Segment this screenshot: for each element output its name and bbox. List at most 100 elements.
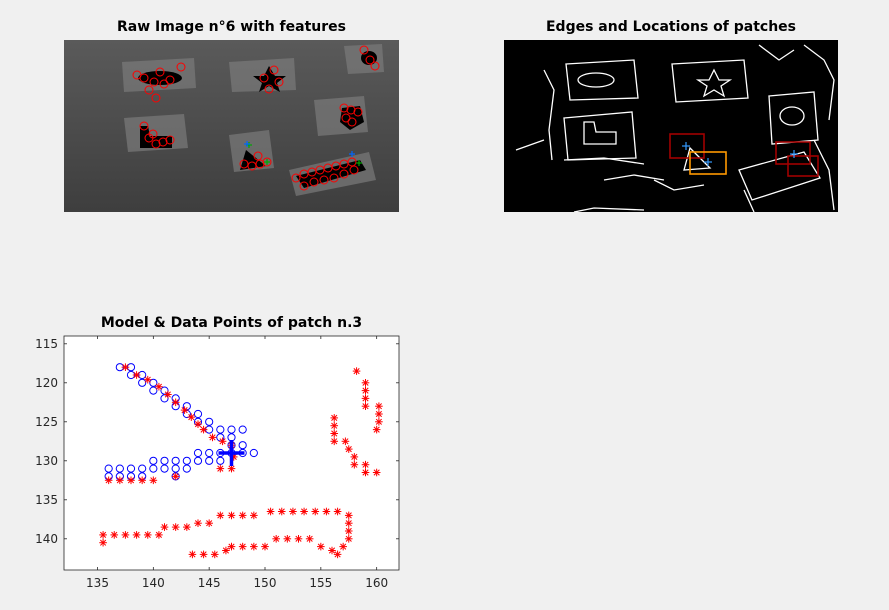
x-tick-label: 135 [86,576,109,590]
data-point [250,542,258,551]
model-point [171,456,180,465]
model-point [249,448,258,458]
y-tick-label: 135 [35,493,58,507]
model-point [126,464,136,473]
model-point [149,456,158,465]
plot-border [63,335,400,571]
data-point [328,546,336,555]
data-point [194,420,202,428]
model-point [104,464,113,473]
data-point [350,460,359,469]
raw-image-panel [64,40,399,212]
data-point [171,523,180,531]
data-point [375,410,383,418]
model-point [238,441,247,450]
data-point [344,527,353,535]
data-point [283,535,292,543]
data-point [333,507,342,516]
data-point [261,542,269,551]
y-tick-label: 130 [35,454,58,468]
data-point [277,507,286,516]
data-point [171,472,180,481]
data-point [199,550,208,559]
data-point [361,402,370,410]
data-point [218,437,227,446]
x-tick-label: 160 [365,576,388,590]
model-point [138,464,147,473]
y-tick-label: 115 [35,337,58,351]
data-point [289,507,297,516]
data-point [272,535,280,543]
data-point [164,390,172,399]
data-point [216,464,225,473]
model-point [171,464,180,473]
model-point [193,409,203,419]
data-point [344,511,353,520]
data-point [330,429,339,438]
data-point [127,476,135,485]
data-point [311,507,320,516]
model-point [182,464,191,473]
edges-panel [504,40,838,212]
data-point [361,460,370,469]
data-point [199,425,208,434]
panel2-title: Edges and Locations of patches [545,19,797,35]
data-point [138,476,146,485]
data-point [266,507,275,516]
model-point [238,425,247,434]
y-tick-label: 120 [35,376,58,390]
model-point [227,425,236,434]
data-point [155,382,163,391]
data-point [116,476,124,485]
data-point [372,425,381,434]
data-point [294,535,303,543]
data-point [227,542,236,551]
data-point [208,433,217,442]
data-point [317,542,325,551]
data-point [305,535,314,543]
data-point [341,437,350,446]
data-point [227,464,236,473]
data-point [194,519,202,527]
model-point [149,464,158,473]
model-point [160,464,169,473]
data-point [216,511,225,520]
data-point [375,418,383,426]
data-point [222,546,230,555]
model-point [216,456,225,465]
data-point [344,445,353,453]
data-point [210,550,219,559]
model-point [115,464,124,473]
model-point [205,456,214,465]
model-point [149,386,158,395]
data-point [361,394,370,403]
data-point [171,398,180,407]
data-point [238,542,247,551]
data-point [372,468,381,477]
data-point [99,538,107,547]
data-point [121,531,130,539]
data-point [350,453,359,461]
edges-drawing [504,40,838,212]
raw-image-drawing [64,40,399,212]
model-point [193,456,203,465]
data-point [361,468,370,477]
data-point [99,531,107,539]
data-point [238,511,247,520]
data-point [121,363,130,371]
model-point [205,448,214,458]
data-point [330,414,339,422]
y-tick-label: 125 [35,415,58,429]
data-point [375,402,383,410]
model-point [193,448,203,458]
data-point [149,476,158,485]
model-point [149,378,158,387]
model-point [138,378,147,387]
data-point [132,371,141,379]
x-tick-label: 145 [198,576,221,590]
model-point [182,456,191,465]
data-point [160,523,169,531]
data-point [322,507,331,516]
data-point [143,375,152,384]
